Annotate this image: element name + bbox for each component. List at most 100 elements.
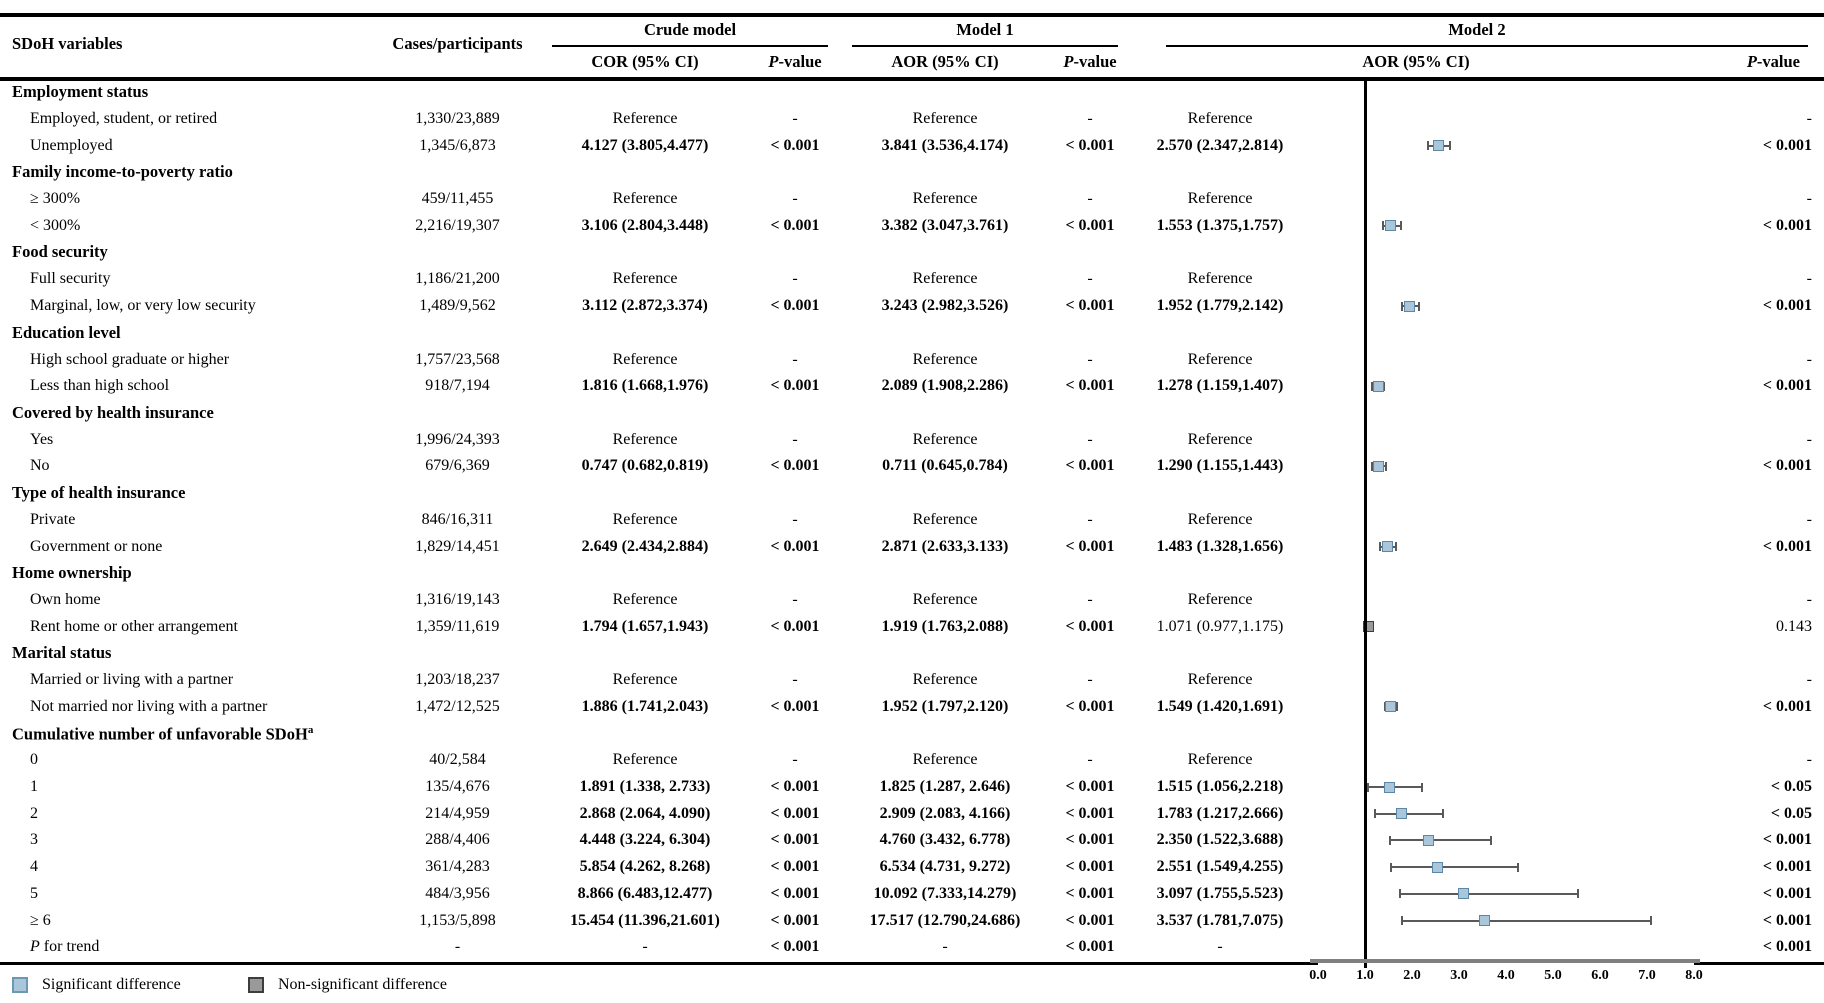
row-label: ≥ 6 <box>30 911 51 929</box>
model1-aor-cell: 1.825 (1.287, 2.646) <box>879 778 1011 796</box>
model2-p-cell: - <box>1806 190 1812 208</box>
row-label: Cumulative number of unfavorable SDoHa <box>12 723 314 744</box>
model1-p-cell: - <box>1087 430 1093 448</box>
crude-p-cell: - <box>792 270 798 288</box>
crude-or-cell: 8.866 (6.483,12.477) <box>577 884 713 902</box>
model2-p-cell: < 0.001 <box>1762 911 1812 929</box>
model1-aor-cell: Reference <box>912 110 978 128</box>
table-row: Not married nor living with a partner 1,4… <box>0 694 1824 721</box>
group-header-crude-model: Crude model <box>643 20 737 39</box>
table-bottom-rule-left <box>0 962 1318 965</box>
model2-aor-cell: Reference <box>1187 350 1253 368</box>
model2-aor-cell: 1.483 (1.328,1.656) <box>1156 537 1284 555</box>
ci-cap-high <box>1394 542 1397 552</box>
ci-cap-high <box>1383 381 1386 391</box>
model2-p-cell: < 0.001 <box>1762 884 1812 902</box>
crude-or-cell: 15.454 (11.396,21.601) <box>570 911 720 929</box>
model2-p-cell: - <box>1806 671 1812 689</box>
model1-p-cell: - <box>1087 671 1093 689</box>
crude-p-cell: < 0.001 <box>770 377 820 395</box>
cases-cell: 679/6,369 <box>425 457 490 475</box>
table-row: Unemployed 1,345/6,873 4.127 (3.805,4.477)… <box>0 132 1824 159</box>
x-axis-tick-label: 2.0 <box>1403 968 1421 983</box>
crude-or-cell: Reference <box>612 510 678 528</box>
model2-p-cell: < 0.05 <box>1770 804 1812 822</box>
model2-p-cell: - <box>1806 430 1812 448</box>
cases-cell: 40/2,584 <box>429 751 486 769</box>
crude-p-cell: < 0.001 <box>770 537 820 555</box>
forest-plot-cell <box>1310 453 1702 480</box>
ci-cap-low <box>1399 889 1402 899</box>
row-label: Not married nor living with a partner <box>30 697 268 715</box>
crude-p-cell: < 0.001 <box>770 884 820 902</box>
legend-item-non-significant: Non-significant difference <box>248 975 447 995</box>
ci-cap-low <box>1400 301 1403 311</box>
model1-aor-cell: 3.382 (3.047,3.761) <box>881 216 1009 234</box>
crude-p-cell: < 0.001 <box>770 697 820 715</box>
model2-p-cell: - <box>1806 110 1812 128</box>
table-row: 0 40/2,584 Reference - Reference - Reference - <box>0 747 1824 774</box>
table-row: 1 135/4,676 1.891 (1.338, 2.733) < 0.001 1.8… <box>0 774 1824 801</box>
x-axis-tick-label: 7.0 <box>1638 968 1656 983</box>
crude-or-cell: 1.794 (1.657,1.943) <box>581 617 709 635</box>
row-label: P for trend <box>30 938 100 956</box>
table-row: Marginal, low, or very low security 1,489… <box>0 293 1824 320</box>
cases-cell: - <box>454 938 461 956</box>
ci-cap-low <box>1400 916 1403 926</box>
model2-aor-cell: Reference <box>1187 430 1253 448</box>
ci-cap-low <box>1427 141 1430 151</box>
crude-p-cell: - <box>792 591 798 609</box>
model1-p-cell: < 0.001 <box>1065 804 1115 822</box>
row-label: Covered by health insurance <box>12 402 214 422</box>
model1-aor-cell: - <box>942 938 948 956</box>
header-bottom-rule <box>0 77 1824 81</box>
subheader-m2-aor-ci: AOR (95% CI) <box>1362 52 1470 71</box>
crude-or-cell: 4.127 (3.805,4.477) <box>581 136 709 154</box>
forest-marker <box>1385 701 1397 713</box>
model2-aor-cell: Reference <box>1187 671 1253 689</box>
ci-cap-low <box>1388 835 1391 845</box>
crude-or-cell: 2.868 (2.064, 4.090) <box>579 804 711 822</box>
forest-plot-cell <box>1310 132 1702 159</box>
model2-aor-cell: Reference <box>1187 751 1253 769</box>
crude-or-cell: Reference <box>612 190 678 208</box>
forest-plot-cell <box>1310 533 1702 560</box>
table-row: < 300% 2,216/19,307 3.106 (2.804,3.448) < 0… <box>0 213 1824 240</box>
crude-or-cell: 1.891 (1.338, 2.733) <box>579 778 711 796</box>
legend-label-non-significant: Non-significant difference <box>278 976 447 993</box>
model1-p-cell: < 0.001 <box>1065 617 1115 635</box>
model2-aor-cell: 1.278 (1.159,1.407) <box>1156 377 1284 395</box>
model2-aor-cell: Reference <box>1187 110 1253 128</box>
cases-cell: 1,203/18,237 <box>415 671 500 689</box>
model2-p-cell: < 0.001 <box>1762 697 1812 715</box>
crude-or-cell: Reference <box>612 110 678 128</box>
model1-p-cell: < 0.001 <box>1065 537 1115 555</box>
cases-cell: 1,996/24,393 <box>415 430 500 448</box>
cases-cell: 288/4,406 <box>425 831 490 849</box>
model2-aor-cell: 1.952 (1.779,2.142) <box>1156 297 1284 315</box>
ci-cap-low <box>1374 809 1377 819</box>
x-axis-tick-label: 8.0 <box>1685 968 1703 983</box>
model1-p-cell: < 0.001 <box>1065 858 1115 876</box>
forest-plot-cell <box>1310 747 1702 774</box>
row-label: 3 <box>30 831 38 849</box>
ci-cap-high <box>1442 809 1445 819</box>
model1-p-cell: - <box>1087 110 1093 128</box>
table-row: Employment status <box>0 79 1824 106</box>
forest-marker <box>1362 621 1374 633</box>
row-label: Employed, student, or retired <box>30 110 218 128</box>
row-label: Home ownership <box>12 563 132 583</box>
cases-cell: 1,829/14,451 <box>415 537 500 555</box>
model-2-underline <box>1166 45 1808 47</box>
forest-plot-cell <box>1310 667 1702 694</box>
ci-cap-low <box>1381 221 1384 231</box>
ci-cap-high <box>1649 916 1652 926</box>
ci-cap-low <box>1389 862 1392 872</box>
ci-cap-high <box>1490 835 1493 845</box>
model1-p-cell: < 0.001 <box>1065 778 1115 796</box>
model1-p-cell: < 0.001 <box>1065 697 1115 715</box>
crude-model-underline <box>552 45 828 47</box>
model2-aor-cell: 2.570 (2.347,2.814) <box>1156 136 1284 154</box>
model1-aor-cell: 1.919 (1.763,2.088) <box>881 617 1009 635</box>
crude-p-cell: < 0.001 <box>770 617 820 635</box>
